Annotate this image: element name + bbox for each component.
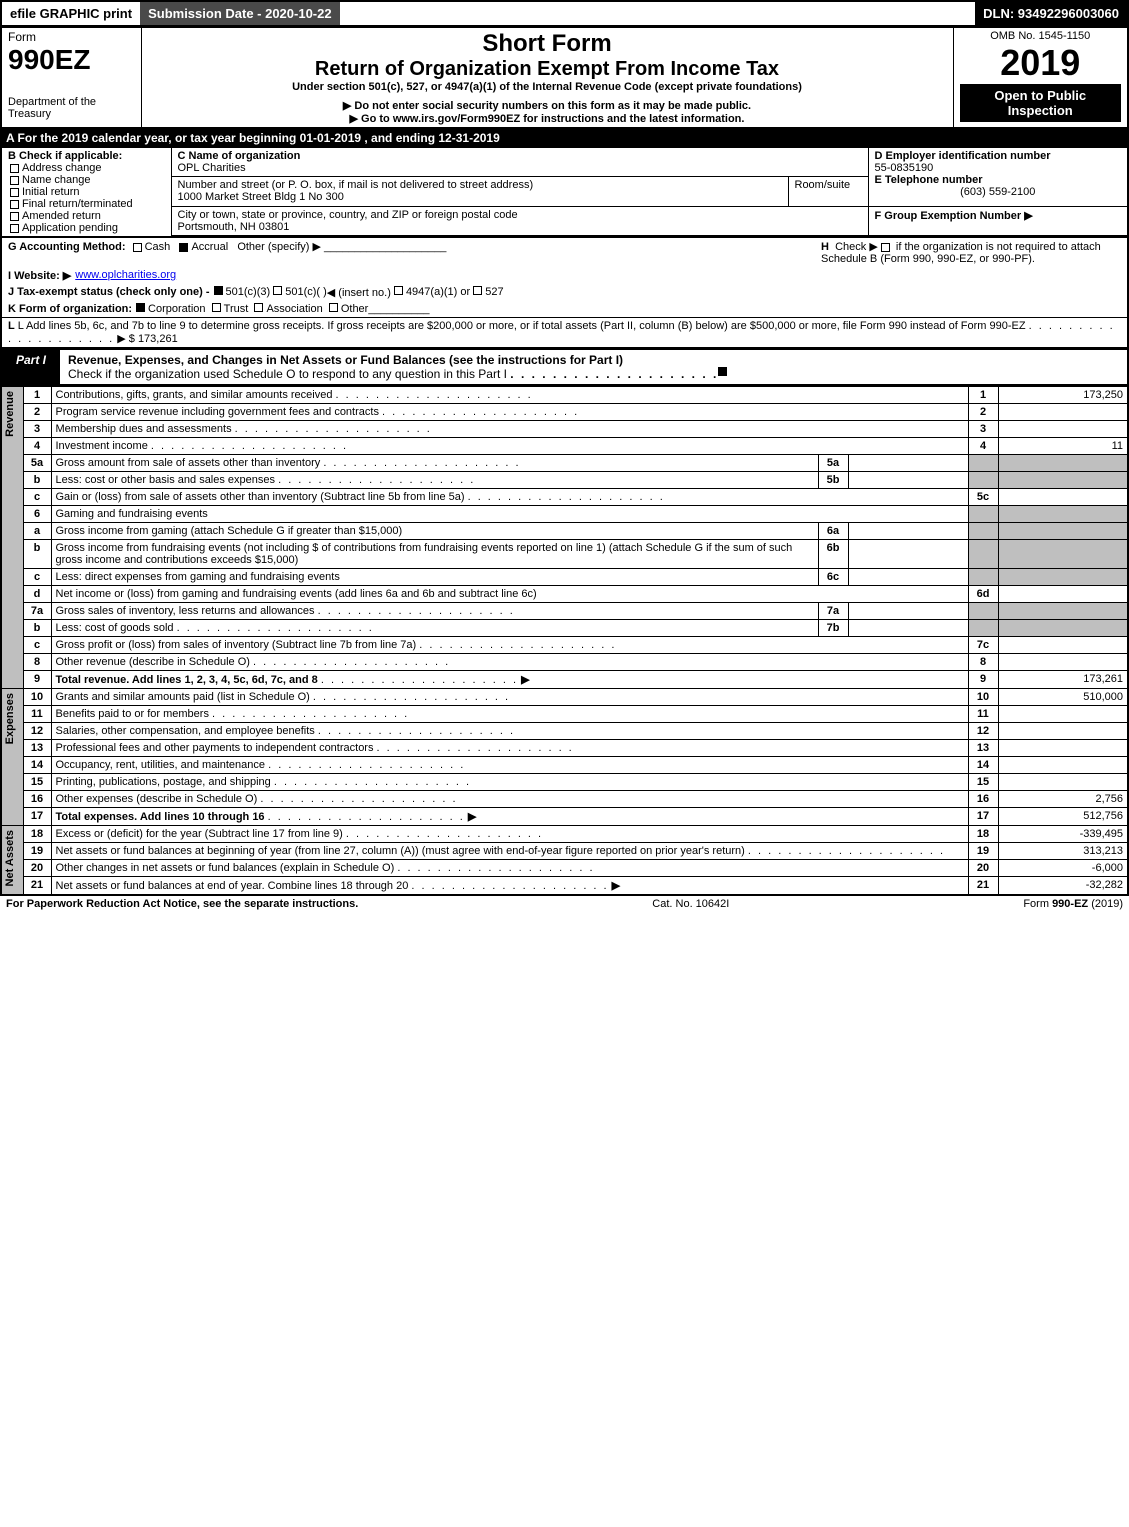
part1-check-text: Check if the organization used Schedule … [68, 367, 507, 381]
room-label: Room/suite [795, 179, 851, 191]
dept-label: Department of the Treasury [8, 96, 135, 120]
amt-5c [998, 489, 1128, 506]
under-section: Under section 501(c), 527, or 4947(a)(1)… [148, 81, 947, 93]
revenue-label: Revenue [2, 387, 18, 441]
amt-8 [998, 654, 1128, 671]
gross-receipts: ▶ $ 173,261 [117, 333, 177, 345]
form-header: Form 990EZ Department of the Treasury Sh… [0, 27, 1129, 129]
amt-15 [998, 774, 1128, 791]
check-amended-return[interactable]: Amended return [8, 210, 165, 222]
amt-9: 173,261 [998, 671, 1128, 689]
check-address-change[interactable]: Address change [8, 162, 165, 174]
check-501c3[interactable] [214, 286, 223, 295]
amt-13 [998, 740, 1128, 757]
box-d-label: D Employer identification number [875, 150, 1051, 162]
check-final-return[interactable]: Final return/terminated [8, 198, 165, 210]
amt-16: 2,756 [998, 791, 1128, 808]
paperwork-notice: For Paperwork Reduction Act Notice, see … [6, 898, 358, 910]
box-i-label: I Website: ▶ [8, 269, 71, 282]
row-l: L L Add lines 5b, 6c, and 7b to line 9 t… [0, 318, 1129, 349]
omb-number: OMB No. 1545-1150 [960, 30, 1122, 42]
amt-3 [998, 421, 1128, 438]
goto-link[interactable]: ▶ Go to www.irs.gov/Form990EZ for instru… [148, 112, 947, 125]
amt-11 [998, 706, 1128, 723]
box-k-label: K Form of organization: [8, 303, 132, 315]
amt-1: 173,250 [998, 387, 1128, 404]
amt-10: 510,000 [998, 689, 1128, 706]
website-link[interactable]: www.oplcharities.org [75, 269, 176, 281]
part1-title: Revenue, Expenses, and Changes in Net As… [68, 353, 623, 367]
form-number: 990EZ [8, 44, 135, 76]
check-corporation[interactable] [136, 303, 145, 312]
amt-21: -32,282 [998, 877, 1128, 896]
check-initial-return[interactable]: Initial return [8, 186, 165, 198]
short-form-title: Short Form [148, 30, 947, 58]
check-4947[interactable] [394, 286, 403, 295]
open-to-public: Open to Public Inspection [960, 84, 1122, 122]
part1-tab: Part I [2, 350, 60, 384]
check-name-change[interactable]: Name change [8, 174, 165, 186]
submission-date-button[interactable]: Submission Date - 2020-10-22 [140, 2, 340, 25]
tax-year: 2019 [960, 42, 1122, 84]
identity-boxes: B Check if applicable: Address change Na… [0, 147, 1129, 238]
city-label: City or town, state or province, country… [178, 209, 518, 221]
row-k: K Form of organization: Corporation Trus… [0, 301, 1129, 318]
amt-7c [998, 637, 1128, 654]
row-j: J Tax-exempt status (check only one) - 5… [0, 284, 1129, 301]
form-word: Form [8, 30, 36, 44]
return-title: Return of Organization Exempt From Incom… [148, 58, 947, 81]
addr: 1000 Market Street Bldg 1 No 300 [178, 191, 344, 203]
amt-6d [998, 586, 1128, 603]
box-e-label: E Telephone number [875, 174, 983, 186]
row-g-h: G Accounting Method: Cash Accrual Other … [0, 238, 1129, 267]
part1-header: Part I Revenue, Expenses, and Changes in… [0, 349, 1129, 386]
city: Portsmouth, NH 03801 [178, 221, 290, 233]
check-schedule-o[interactable] [718, 367, 727, 376]
cat-no: Cat. No. 10642I [652, 898, 729, 910]
amt-20: -6,000 [998, 860, 1128, 877]
part1-grid: Revenue 1Contributions, gifts, grants, a… [0, 386, 1129, 896]
efile-print-button[interactable]: efile GRAPHIC print [2, 2, 140, 25]
amt-4: 11 [998, 438, 1128, 455]
check-527[interactable] [473, 286, 482, 295]
check-h[interactable] [881, 243, 890, 252]
dln-label: DLN: 93492296003060 [975, 2, 1127, 25]
page-footer: For Paperwork Reduction Act Notice, see … [0, 896, 1129, 912]
org-name: OPL Charities [178, 162, 246, 174]
box-g-label: G Accounting Method: [8, 241, 126, 253]
amt-2 [998, 404, 1128, 421]
check-501c[interactable] [273, 286, 282, 295]
amt-12 [998, 723, 1128, 740]
row-i: I Website: ▶ www.oplcharities.org [0, 267, 1129, 284]
no-ssn-notice: ▶ Do not enter social security numbers o… [148, 99, 947, 112]
box-h-label: H [821, 241, 829, 253]
amt-19: 313,213 [998, 843, 1128, 860]
ein: 55-0835190 [875, 162, 934, 174]
box-b-label: B Check if applicable: [8, 150, 122, 162]
tax-period: A For the 2019 calendar year, or tax yea… [0, 129, 1129, 147]
topbar: efile GRAPHIC print Submission Date - 20… [0, 0, 1129, 27]
box-f-label: F Group Exemption Number ▶ [875, 210, 1033, 222]
netassets-label: Net Assets [2, 826, 18, 890]
check-cash[interactable] [133, 243, 142, 252]
amt-14 [998, 757, 1128, 774]
amt-18: -339,495 [998, 826, 1128, 843]
phone: (603) 559-2100 [875, 186, 1122, 198]
expenses-label: Expenses [2, 689, 18, 748]
check-accrual[interactable] [179, 243, 188, 252]
check-application-pending[interactable]: Application pending [8, 222, 165, 234]
addr-label: Number and street (or P. O. box, if mail… [178, 179, 534, 191]
box-c-label: C Name of organization [178, 150, 301, 162]
check-trust[interactable] [212, 303, 221, 312]
form-ref: Form 990-EZ (2019) [1023, 898, 1123, 910]
box-j-label: J Tax-exempt status (check only one) - [8, 286, 210, 298]
check-other-org[interactable] [329, 303, 338, 312]
check-association[interactable] [254, 303, 263, 312]
amt-17: 512,756 [998, 808, 1128, 826]
